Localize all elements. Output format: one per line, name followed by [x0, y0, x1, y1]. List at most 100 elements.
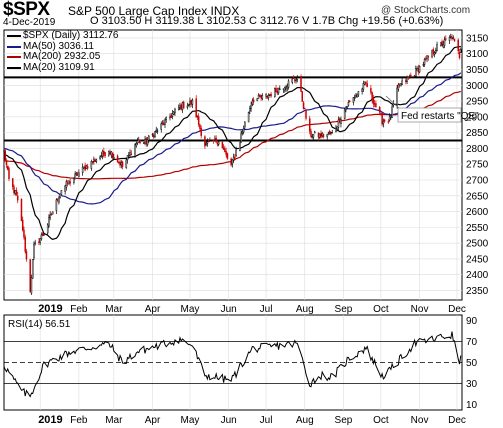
candle-body — [145, 138, 148, 144]
candle-body — [418, 65, 421, 73]
candle-body — [189, 101, 191, 105]
candle-body — [232, 156, 235, 161]
price-tick-label: 2700 — [466, 176, 489, 187]
candle-body — [38, 241, 40, 243]
candle-body — [396, 87, 398, 106]
price-tick-label: 2800 — [466, 144, 489, 155]
candle-body — [224, 148, 226, 153]
candle-body — [244, 121, 246, 128]
candle-body — [78, 172, 80, 178]
date-tick-label: Jun — [221, 304, 237, 315]
candle-body — [275, 88, 277, 92]
candle-body — [352, 97, 355, 103]
candle-body — [415, 68, 417, 77]
candle-body — [343, 109, 346, 119]
candle-body — [448, 37, 451, 41]
candle-body — [277, 87, 280, 94]
candle-body — [406, 77, 408, 82]
candle-body — [407, 76, 410, 78]
candle-body — [68, 180, 70, 185]
candle-body — [204, 136, 206, 147]
candle-body — [413, 74, 416, 77]
candle-body — [423, 59, 426, 65]
candle-body — [366, 83, 368, 88]
candle-body — [321, 133, 323, 136]
rsi-tick-label: 50 — [466, 358, 478, 369]
candle-body — [408, 76, 411, 78]
candle-body — [64, 185, 66, 192]
legend: $SPX (Daily) 3112.76 MA(50) 3036.11 MA(2… — [7, 30, 118, 74]
quote-date: 4-Dec-2019 — [3, 17, 56, 28]
price-tick-label: 2500 — [466, 239, 489, 250]
candle-body — [338, 118, 341, 123]
candle-body — [312, 134, 315, 138]
price-tick-label: 2950 — [466, 97, 489, 108]
candle-body — [59, 193, 61, 198]
index-name: S&P 500 Large Cap Index INDX — [68, 4, 240, 18]
candle-body — [239, 140, 241, 152]
candle-body — [156, 130, 159, 132]
candle-body — [291, 78, 294, 83]
candle-body — [172, 111, 175, 115]
candle-body — [135, 143, 138, 147]
candle-body — [426, 55, 428, 59]
candle-body — [14, 190, 16, 194]
annotation-text: Fed restarts "QE" — [401, 111, 479, 122]
candle-body — [296, 77, 299, 80]
date-tick-label: Jun — [221, 415, 237, 426]
candle-body — [436, 44, 438, 51]
candle-body — [373, 103, 376, 105]
candle-body — [397, 84, 400, 90]
candle-body — [81, 166, 84, 173]
candle-body — [435, 50, 437, 53]
legend-item-ma20: MA(20) 3109.91 — [7, 62, 118, 74]
date-tick-label: Feb — [70, 415, 88, 426]
candle-body — [83, 166, 85, 169]
candle-body — [217, 141, 220, 145]
candle-body — [458, 52, 461, 59]
price-tick-label: 3050 — [466, 65, 489, 76]
candle-body — [256, 98, 259, 102]
candle-body — [440, 42, 442, 46]
candle-body — [151, 133, 154, 136]
candle-body — [95, 159, 98, 162]
candle-body — [300, 76, 302, 92]
date-tick-label: May — [180, 304, 199, 315]
candle-body — [391, 106, 393, 118]
candle-body — [84, 165, 86, 171]
rsi-tick-label: 10 — [466, 400, 478, 411]
candle-body — [305, 110, 307, 119]
candle-body — [93, 159, 95, 162]
date-tick-label: Aug — [296, 415, 314, 426]
candle-body — [153, 134, 155, 138]
candle-body — [370, 88, 372, 93]
legend-swatch — [7, 66, 21, 69]
candle-body — [13, 186, 15, 194]
candle-body — [422, 64, 425, 66]
candle-body — [190, 100, 192, 105]
candle-body — [287, 80, 290, 88]
candle-body — [442, 44, 445, 48]
candle-body — [247, 112, 250, 123]
candle-body — [242, 128, 245, 133]
candle-body — [400, 83, 402, 87]
candle-body — [308, 118, 311, 132]
candle-body — [230, 158, 232, 166]
candle-body — [110, 151, 113, 156]
candle-body — [29, 259, 31, 293]
candle-body — [130, 153, 133, 156]
candle-body — [355, 95, 357, 97]
candle-body — [284, 87, 286, 91]
candle-body — [177, 106, 180, 110]
candle-body — [103, 150, 105, 155]
candle-body — [94, 159, 96, 162]
candle-body — [48, 217, 50, 227]
candle-body — [139, 139, 141, 144]
candle-body — [24, 236, 26, 252]
date-tick-label: Nov — [411, 304, 429, 315]
candle-body — [441, 41, 443, 46]
candle-body — [383, 119, 386, 122]
candle-body — [336, 126, 338, 130]
candle-body — [450, 36, 452, 38]
candle-body — [144, 139, 146, 144]
